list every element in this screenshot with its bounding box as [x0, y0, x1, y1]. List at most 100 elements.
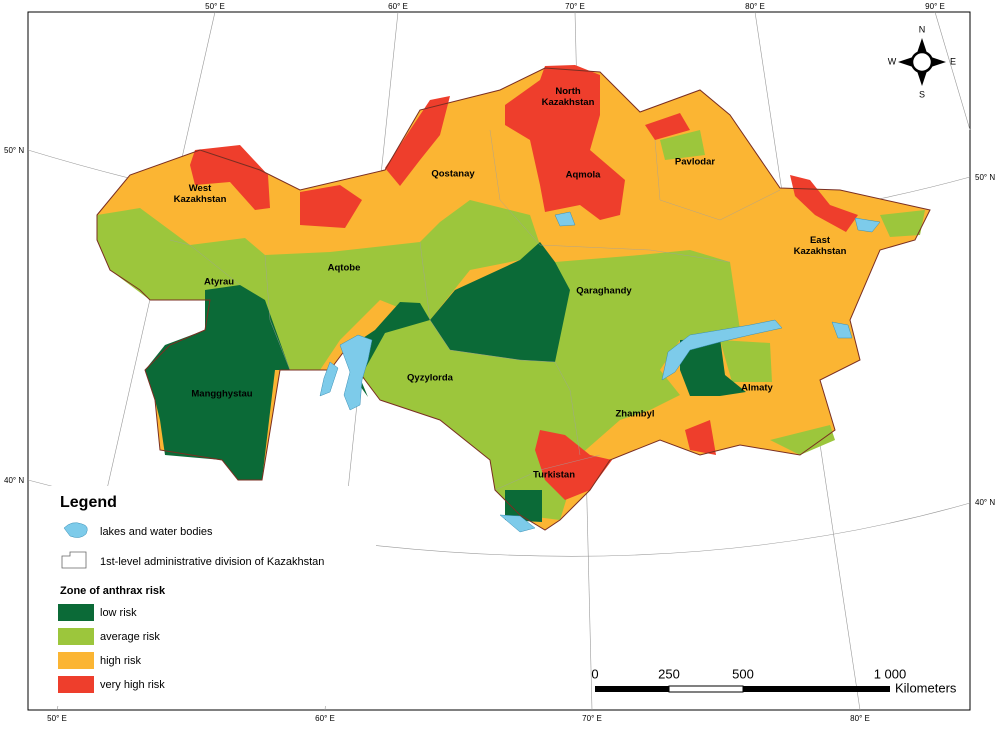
latitude-label: 40° N [4, 476, 24, 485]
longitude-label: 50° E [47, 714, 67, 723]
lake [339, 334, 373, 411]
legend: Legend lakes and water bodies 1st-level … [46, 486, 376, 706]
scale-label: 0 [591, 666, 598, 681]
low-risk-turkistan [505, 490, 542, 522]
latitude-label: 50° N [4, 146, 24, 155]
region-label: Pavlodar [675, 157, 715, 168]
longitude-label: 70° E [565, 2, 585, 11]
region-label: Turkistan [533, 470, 575, 481]
legend-label: very high risk [100, 679, 165, 691]
very-high-risk [505, 65, 625, 220]
low-risk-qaraghandy [430, 242, 570, 362]
average-risk-east [660, 130, 705, 160]
region-label: Mangghystau [191, 389, 252, 400]
scale-segment [595, 686, 669, 692]
graticule-labels: 50° E 60° E 70° E 80° E 90° E 50° E 60° … [4, 2, 995, 723]
scale-bar: 0 250 500 1 000 Kilometers [591, 666, 957, 695]
scale-unit: Kilometers [895, 680, 957, 695]
region-label: Qaraghandy [576, 286, 632, 297]
low-risk-mangghystau [145, 285, 290, 480]
average-risk-east [880, 210, 925, 237]
region-label: Qyzylorda [407, 373, 454, 384]
average-risk-east [770, 425, 835, 455]
low-risk-almaty [680, 338, 746, 396]
risk-zones [97, 65, 930, 530]
admin-boundary [494, 454, 601, 491]
scale-label: 1 000 [874, 666, 907, 681]
very-high-risk [685, 420, 716, 455]
latitude-label: 50° N [975, 173, 995, 182]
admin-boundary [554, 361, 581, 456]
longitude-label: 90° E [925, 2, 945, 11]
region-label: Atyrau [204, 277, 234, 288]
very-high-risk [190, 145, 270, 210]
very-high-risk [385, 96, 450, 186]
scale-segment [743, 686, 890, 692]
longitude-label: 50° E [205, 2, 225, 11]
legend-admin-icon [61, 551, 87, 569]
lake [661, 319, 783, 381]
compass-ring [910, 50, 934, 74]
meridian [934, 11, 971, 131]
legend-label: lakes and water bodies [100, 526, 213, 538]
legend-swatch [58, 676, 94, 693]
lake [831, 321, 853, 339]
longitude-label: 80° E [850, 714, 870, 723]
scale-label: 250 [658, 666, 680, 681]
compass-letter: S [919, 89, 925, 99]
region-label: Almaty [741, 383, 773, 394]
lake [554, 211, 576, 227]
legend-swatch [58, 628, 94, 645]
compass-letter: E [950, 56, 956, 66]
region-label: Kazakhstan [174, 194, 227, 205]
country-border [96, 67, 931, 531]
lakes [319, 211, 881, 533]
region-label: Zhambyl [615, 409, 654, 420]
scale-segment [668, 685, 744, 693]
region-label: North [555, 86, 581, 97]
admin-boundary [169, 239, 241, 286]
lake [854, 217, 881, 233]
average-risk-east [720, 340, 772, 382]
legend-box [46, 486, 376, 706]
legend-label: average risk [100, 631, 160, 643]
compass-letter: W [888, 56, 897, 66]
admin-boundary [264, 254, 291, 371]
very-high-risk [535, 430, 612, 500]
legend-label: high risk [100, 655, 141, 667]
compass: N S W E [888, 24, 956, 99]
lake [319, 361, 339, 397]
scale-label: 500 [732, 666, 754, 681]
low-risk-aral [345, 302, 430, 397]
region-label: West [189, 183, 212, 194]
legend-lake-icon [63, 522, 88, 538]
admin-boundary [419, 241, 556, 363]
longitude-label: 60° E [315, 714, 335, 723]
longitude-label: 70° E [582, 714, 602, 723]
longitude-label: 80° E [745, 2, 765, 11]
very-high-risk [300, 185, 362, 228]
legend-swatch [58, 652, 94, 669]
legend-swatch [58, 604, 94, 621]
region-label: Aqmola [566, 170, 602, 181]
region-label: Aqtobe [328, 263, 361, 274]
region-label: Kazakhstan [542, 97, 595, 108]
average-risk-south [350, 250, 740, 520]
region-label: Qostanay [431, 169, 475, 180]
legend-label: 1st-level administrative division of Kaz… [100, 556, 324, 568]
region-label: East [810, 235, 831, 246]
legend-subtitle: Zone of anthrax risk [60, 585, 166, 597]
legend-title: Legend [60, 494, 117, 511]
latitude-label: 40° N [975, 498, 995, 507]
very-high-risk [645, 113, 690, 140]
lake [499, 514, 536, 533]
average-risk-west [97, 200, 540, 370]
legend-label: low risk [100, 607, 137, 619]
admin-boundaries [169, 129, 781, 491]
region-label: Kazakhstan [794, 246, 847, 257]
longitude-label: 60° E [388, 2, 408, 11]
compass-letter: N [919, 24, 926, 34]
admin-boundary [489, 129, 731, 263]
